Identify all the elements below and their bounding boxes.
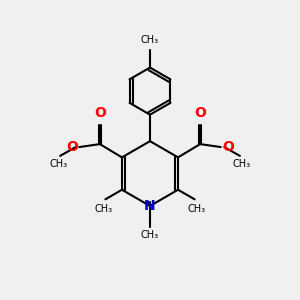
Text: CH₃: CH₃: [141, 230, 159, 240]
Text: CH₃: CH₃: [141, 35, 159, 46]
Text: O: O: [194, 106, 206, 120]
Text: CH₃: CH₃: [50, 159, 68, 169]
Text: O: O: [94, 106, 106, 120]
Text: N: N: [144, 199, 156, 213]
Text: CH₃: CH₃: [232, 159, 250, 169]
Text: O: O: [66, 140, 78, 154]
Text: CH₃: CH₃: [95, 204, 113, 214]
Text: O: O: [222, 140, 234, 154]
Text: CH₃: CH₃: [187, 204, 205, 214]
